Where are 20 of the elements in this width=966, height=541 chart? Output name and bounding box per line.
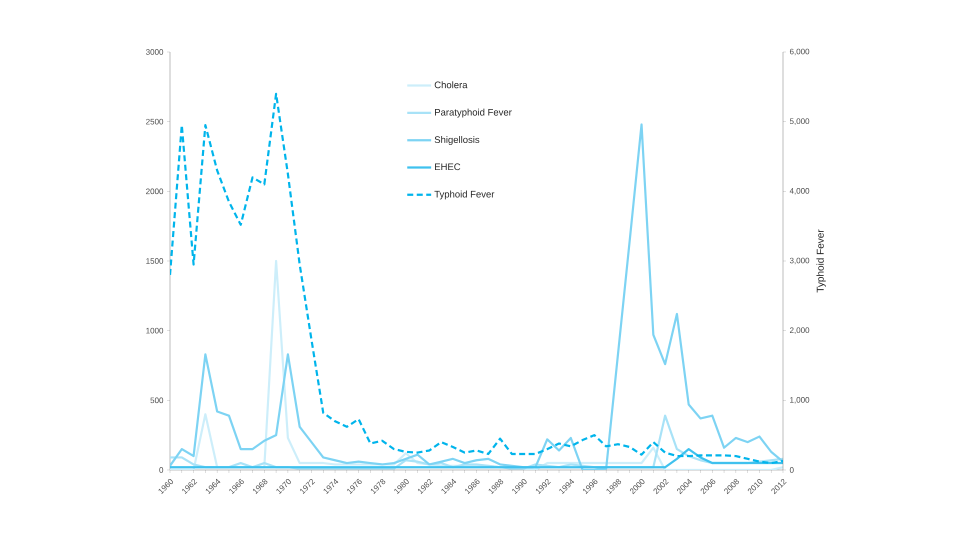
- y-tick-label: 0: [159, 467, 164, 473]
- legend-label: EHEC: [435, 163, 460, 170]
- legend-label: Typhoid Fever: [434, 190, 494, 200]
- y-tick-label: 1000: [146, 328, 164, 334]
- y2-tick-label: 4,000: [790, 188, 810, 195]
- y2-axis-title: Typhoid Fever: [816, 229, 826, 292]
- y2-tick-label: 6,000: [790, 48, 810, 56]
- legend-label: Paratyphoid Fever: [435, 108, 512, 118]
- y2-tick-label: 2,000: [790, 327, 810, 334]
- y-tick-label: 2500: [146, 118, 164, 124]
- y2-tick-label: 3,000: [790, 258, 810, 264]
- y2-tick-label: 5,000: [790, 118, 810, 125]
- y2-tick-label: 0: [790, 467, 794, 473]
- y-tick-label: 3000: [146, 49, 164, 55]
- y-tick-label: 2000: [146, 188, 164, 194]
- y-tick-label: 1500: [146, 258, 164, 264]
- y-tick-label: 500: [150, 398, 164, 404]
- y2-tick-label: 1,000: [790, 397, 810, 404]
- legend-label: Cholera: [434, 81, 468, 88]
- legend-label: Shigellosis: [434, 136, 480, 145]
